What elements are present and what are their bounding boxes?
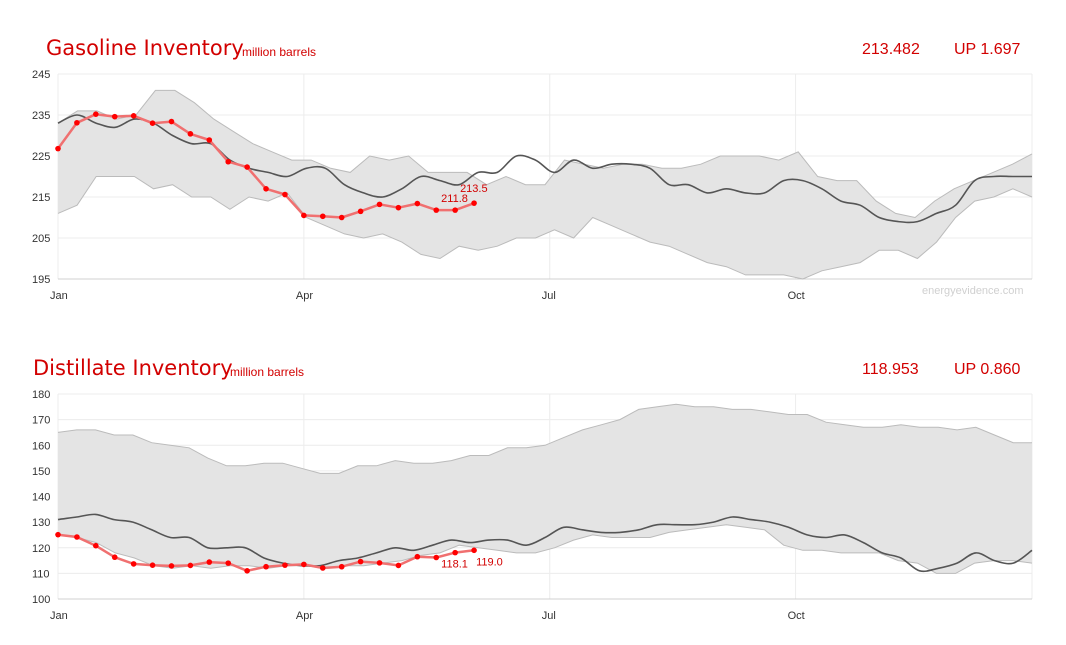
- y-tick-label: 160: [32, 440, 50, 452]
- data-point: [471, 547, 477, 554]
- x-tick-label: Jan: [50, 290, 68, 302]
- x-tick-label: Jan: [50, 610, 68, 622]
- data-label: 119.0: [476, 556, 503, 568]
- data-point: [414, 200, 421, 207]
- data-point: [149, 562, 156, 568]
- range-upper-edge: [57, 403, 1032, 474]
- data-point: [338, 563, 345, 570]
- data-point: [263, 563, 269, 570]
- data-point: [93, 111, 99, 117]
- y-tick-label: 215: [32, 192, 50, 204]
- data-point: [168, 118, 175, 125]
- data-point: [357, 558, 364, 565]
- data-point: [149, 120, 156, 126]
- chart-units: million barrels: [230, 365, 305, 379]
- y-tick-label: 150: [32, 466, 50, 478]
- data-point: [282, 191, 288, 198]
- data-point: [74, 119, 80, 126]
- range-lower-edge: [57, 524, 1033, 574]
- data-point: [93, 542, 99, 549]
- y-tick-label: 245: [32, 69, 50, 81]
- weekly-change: UP 1.697: [954, 41, 1021, 58]
- data-point: [55, 531, 61, 538]
- watermark: energyevidence.com: [922, 285, 1024, 297]
- data-point: [395, 562, 402, 569]
- x-tick-label: Oct: [788, 610, 805, 622]
- gasoline-panel: Gasoline Inventory million barrels 213.4…: [0, 0, 1066, 320]
- data-point: [130, 561, 137, 567]
- data-point: [301, 212, 307, 219]
- data-point: [282, 562, 288, 568]
- x-tick-label: Jul: [542, 290, 556, 302]
- current-value: 118.953: [862, 361, 919, 378]
- data-point: [111, 554, 118, 561]
- data-point: [452, 549, 458, 556]
- data-point: [55, 145, 61, 152]
- y-tick-label: 110: [32, 568, 50, 580]
- y-tick-label: 130: [32, 517, 50, 529]
- data-point: [74, 534, 80, 540]
- data-point: [357, 208, 364, 215]
- x-tick-label: Apr: [296, 610, 313, 622]
- data-point: [452, 207, 458, 213]
- data-point: [244, 164, 250, 170]
- data-point: [206, 137, 213, 143]
- y-tick-label: 195: [32, 274, 50, 286]
- current-value: 213.482: [862, 41, 920, 58]
- data-point: [130, 113, 137, 119]
- range-band: [58, 404, 1032, 574]
- data-label: 211.8: [441, 193, 468, 205]
- data-point: [414, 553, 421, 560]
- y-tick-label: 120: [32, 543, 50, 555]
- y-tick-label: 140: [32, 492, 50, 504]
- data-point: [225, 560, 232, 566]
- y-tick-label: 170: [32, 415, 50, 427]
- y-tick-label: 225: [32, 151, 50, 163]
- chart-title: Gasoline Inventory: [46, 36, 244, 60]
- y-tick-label: 100: [32, 594, 50, 606]
- range-upper-edge: [57, 89, 1033, 219]
- data-point: [111, 113, 118, 120]
- data-point: [319, 565, 326, 571]
- y-tick-label: 235: [32, 110, 50, 122]
- data-point: [244, 568, 250, 574]
- x-tick-label: Apr: [296, 290, 313, 302]
- data-point: [376, 201, 383, 208]
- data-point: [433, 554, 440, 561]
- data-point: [433, 207, 440, 213]
- data-point: [187, 131, 194, 137]
- data-point: [187, 562, 194, 569]
- data-point: [225, 158, 232, 165]
- data-label: 118.1: [441, 559, 468, 571]
- x-tick-label: Oct: [788, 290, 805, 302]
- y-tick-label: 180: [32, 389, 50, 401]
- data-point: [319, 213, 326, 220]
- x-tick-label: Jul: [542, 610, 556, 622]
- weekly-change: UP 0.860: [954, 361, 1021, 378]
- data-point: [395, 204, 402, 211]
- average-line: [57, 513, 1033, 573]
- distillate-panel: Distillate Inventory million barrels 118…: [0, 320, 1066, 645]
- data-point: [168, 563, 175, 569]
- chart-title: Distillate Inventory: [33, 356, 233, 380]
- data-point: [206, 559, 213, 565]
- range-lower-edge: [57, 176, 1033, 280]
- data-point: [338, 214, 345, 221]
- distillate-chart: 100 110 120 130 140 150 160 170 180 Jan Apr Jul Oct 1…: [32, 389, 1033, 622]
- data-point: [263, 186, 269, 192]
- y-tick-label: 205: [32, 233, 50, 245]
- chart-units: million barrels: [242, 45, 317, 59]
- data-label: 213.5: [460, 183, 488, 195]
- data-point: [471, 200, 477, 206]
- data-point: [301, 561, 307, 568]
- data-point: [376, 560, 383, 566]
